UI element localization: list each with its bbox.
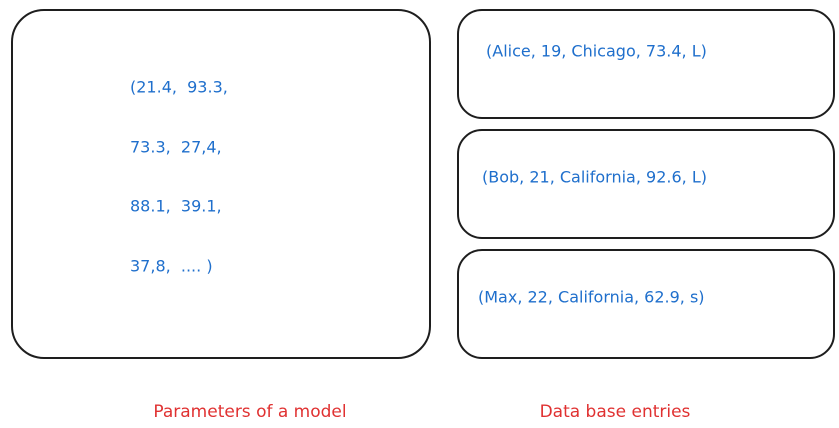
caption: Parameters of a model [153,402,346,422]
entry-box [457,9,835,119]
parameter-line: 88.1, 39.1, [130,197,222,216]
entry-box [457,129,835,239]
model-box [11,9,431,359]
entry-text: (Max, 22, California, 62.9, s) [478,288,705,307]
parameter-line: 73.3, 27,4, [130,138,222,157]
caption: Data base entries [540,402,691,422]
parameter-line: (21.4, 93.3, [130,78,228,97]
entry-text: (Alice, 19, Chicago, 73.4, L) [486,42,707,61]
parameter-line: 37,8, .... ) [130,257,213,276]
entry-box [457,249,835,359]
entry-text: (Bob, 21, California, 92.6, L) [482,168,707,187]
